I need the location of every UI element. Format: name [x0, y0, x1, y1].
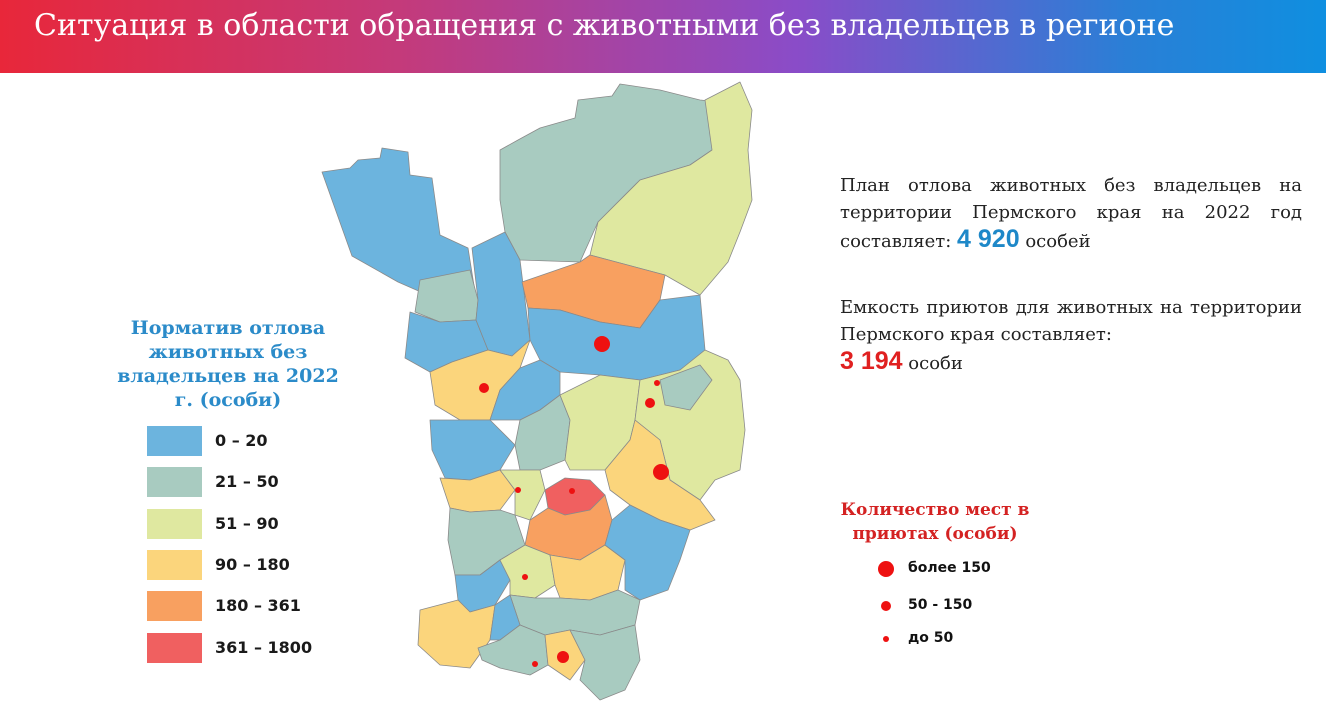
shelter-legend-label: более 150 [908, 560, 991, 576]
district-nw [321, 147, 476, 297]
capacity-value: 3 194 [840, 347, 903, 375]
shelter-dot [532, 661, 538, 667]
legend-swatch [147, 467, 202, 497]
page-title: Ситуация в области обращения с животными… [34, 8, 1175, 43]
legend-title: Норматив отлова животных без владельцев … [117, 317, 339, 411]
plan-text-block: План отлова животных без владельцев на т… [840, 172, 1302, 255]
legend-item: 0 – 20 [147, 426, 367, 456]
legend-swatch [147, 426, 202, 456]
dot-medium-icon [881, 601, 891, 611]
shelter-legend-label: до 50 [908, 630, 954, 646]
legend-label: 21 – 50 [215, 472, 279, 491]
legend-item: 361 – 1800 [147, 633, 367, 663]
legend-swatch [147, 550, 202, 580]
shelter-dot [522, 574, 528, 580]
legend-item: 180 – 361 [147, 591, 367, 621]
district-se-blue [604, 504, 691, 601]
plan-text: План отлова животных без владельцев на т… [840, 175, 1302, 252]
shelter-dot [653, 464, 669, 480]
legend-swatch [147, 509, 202, 539]
region-map [321, 81, 753, 701]
district-green-west [499, 469, 546, 521]
capacity-text: Емкость приютов для животных на территор… [840, 297, 1302, 345]
plan-unit: особей [1025, 231, 1091, 252]
legend-label: 51 – 90 [215, 514, 279, 533]
plan-value: 4 920 [957, 225, 1020, 253]
legend-label: 361 – 1800 [215, 638, 313, 657]
shelter-legend-item: 50 - 150 [870, 595, 1070, 619]
shelter-dot [557, 651, 569, 663]
shelter-dot [569, 488, 575, 494]
shelter-legend-item: до 50 [870, 628, 1070, 652]
legend-label: 90 – 180 [215, 555, 290, 574]
shelter-dot [515, 487, 521, 493]
legend-label: 180 – 361 [215, 596, 301, 615]
shelter-legend-label: 50 - 150 [908, 597, 973, 613]
district-s-green [499, 544, 556, 599]
shelter-dot [654, 380, 660, 386]
legend-item: 90 – 180 [147, 550, 367, 580]
district-east-small [659, 364, 713, 411]
legend-item: 51 – 90 [147, 509, 367, 539]
district-far-s-teal [569, 624, 641, 701]
capacity-unit: особи [908, 353, 963, 374]
shelter-legend-item: более 150 [870, 558, 1070, 582]
legend-swatch [147, 633, 202, 663]
legend-swatch [147, 591, 202, 621]
legend-label: 0 – 20 [215, 431, 268, 450]
dot-large-icon [878, 561, 894, 577]
header-banner: Ситуация в области обращения с животными… [0, 0, 1326, 73]
shelter-dot [594, 336, 610, 352]
shelter-dot [479, 383, 489, 393]
shelter-dot [645, 398, 655, 408]
capacity-text-block: Емкость приютов для животных на территор… [840, 294, 1302, 377]
legend-item: 21 – 50 [147, 467, 367, 497]
dot-small-icon [883, 636, 889, 642]
shelter-legend-title: Количество мест в приютах (особи) [840, 500, 1030, 544]
